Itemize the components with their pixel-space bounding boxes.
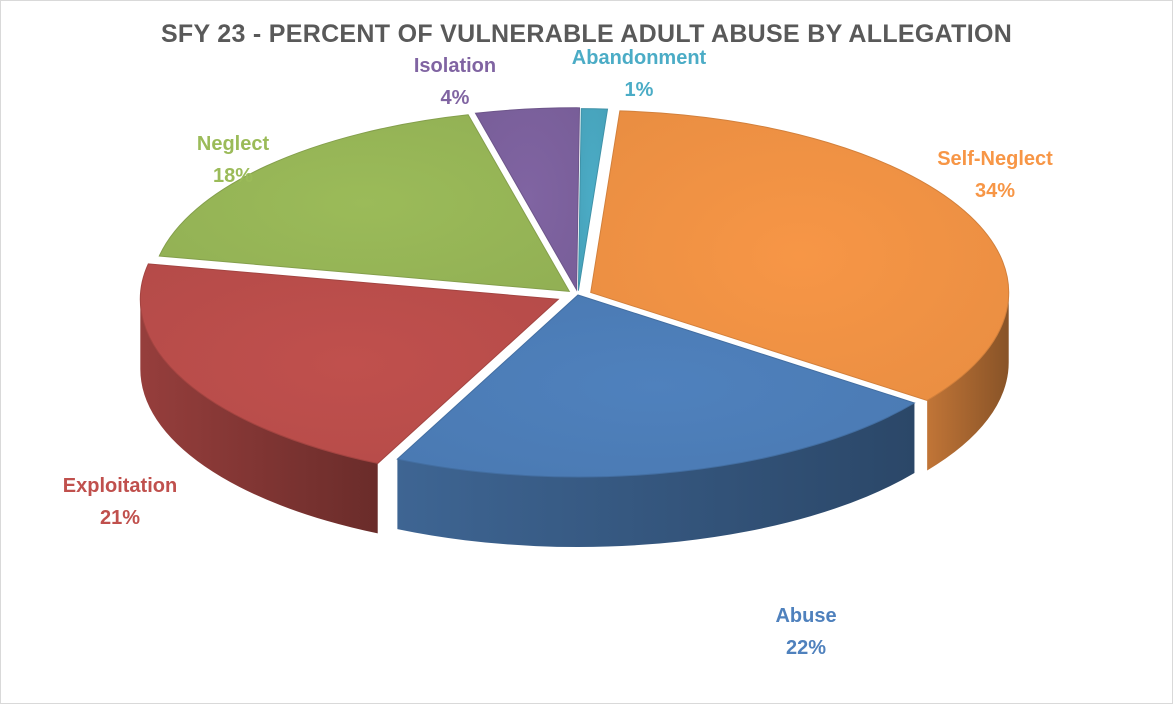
- label-abuse-name: Abuse: [775, 605, 836, 627]
- label-isolation-name: Isolation: [414, 55, 496, 77]
- label-abandonment-name: Abandonment: [572, 47, 707, 69]
- slice-abuse: [396, 294, 916, 478]
- label-neglect-name: Neglect: [197, 133, 270, 155]
- label-abuse-value: 22%: [786, 637, 826, 659]
- slice-exploitation: [139, 263, 560, 464]
- slice-side-exploitation: [140, 299, 378, 534]
- label-self-neglect-value: 34%: [975, 180, 1015, 202]
- label-exploitation-name: Exploitation: [63, 475, 177, 497]
- label-self-neglect-name: Self-Neglect: [937, 148, 1053, 170]
- slice-isolation: [474, 107, 581, 292]
- slice-self-neglect: [590, 110, 1010, 401]
- slice-side-abuse: [397, 403, 915, 548]
- chart-title: SFY 23 - PERCENT OF VULNERABLE ADULT ABU…: [160, 20, 1013, 48]
- pie-sides: [140, 292, 1009, 548]
- slice-side-self-neglect: [927, 292, 1009, 471]
- label-exploitation-value: 21%: [100, 507, 140, 529]
- label-abandonment-value: 1%: [625, 79, 654, 101]
- label-isolation-value: 4%: [441, 87, 470, 109]
- pie-tops: [139, 107, 1010, 478]
- slice-abandonment: [577, 108, 609, 291]
- label-neglect-value: 18%: [213, 165, 253, 187]
- data-labels: Self-Neglect 34% Abuse 22% Exploitation 21% Ne…: [63, 47, 1053, 659]
- slice-neglect: [158, 114, 571, 292]
